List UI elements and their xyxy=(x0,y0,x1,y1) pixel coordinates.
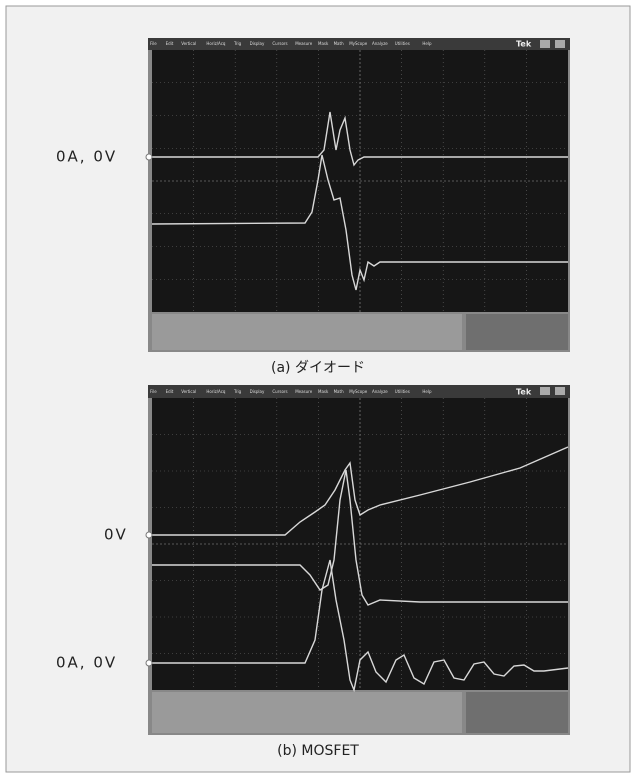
menu-item: Trig xyxy=(233,41,242,46)
menu-item: Cursors xyxy=(272,389,287,394)
menu-item: Edit xyxy=(166,41,174,46)
status-panel xyxy=(466,692,568,733)
level-label: 0V xyxy=(104,526,128,544)
marker xyxy=(146,660,152,666)
menu-item: Edit xyxy=(166,389,174,394)
menu-item: Help xyxy=(422,389,432,394)
menu-item: Trig xyxy=(233,389,242,394)
button xyxy=(540,387,550,395)
scope-b: File Edit Vertical Horiz/Acq Trig Display Curs… xyxy=(148,385,570,735)
menu-item: Vertical xyxy=(181,389,196,394)
menu-item: Math xyxy=(334,41,344,46)
button xyxy=(540,40,550,48)
scope-a: File Edit Vertical Horiz/Acq Trig Display Curs… xyxy=(148,38,570,352)
menu-item: Mask xyxy=(318,389,329,394)
brand: Tek xyxy=(516,388,532,397)
menu-item: File xyxy=(150,389,157,394)
menu-item: Analyze xyxy=(372,389,388,394)
menu-item: Mask xyxy=(318,41,329,46)
button xyxy=(555,387,565,395)
menu-item: MyScope xyxy=(349,389,368,394)
menu-item: Math xyxy=(334,389,344,394)
menu-item: Vertical xyxy=(181,41,196,46)
menu-item: Horiz/Acq xyxy=(206,389,226,394)
menu-item: File xyxy=(150,41,157,46)
status-panel xyxy=(466,314,568,350)
caption: (a) ダイオード xyxy=(271,360,365,376)
figure: File Edit Vertical Horiz/Acq Trig Display Curs… xyxy=(0,0,636,778)
menu-item: Display xyxy=(250,41,265,46)
button xyxy=(555,40,565,48)
menu-item: Analyze xyxy=(372,41,388,46)
menu-item: Help xyxy=(422,41,432,46)
menu-item: Measure xyxy=(295,41,313,46)
brand: Tek xyxy=(516,40,532,49)
menu-item: Cursors xyxy=(272,41,287,46)
menu-item: Measure xyxy=(295,389,313,394)
marker xyxy=(146,154,152,160)
page: File Edit Vertical Horiz/Acq Trig Display Curs… xyxy=(0,0,636,778)
marker xyxy=(146,532,152,538)
caption: (b) MOSFET xyxy=(277,743,359,759)
menu-item: Utilities xyxy=(395,41,410,46)
level-label: 0A, 0V xyxy=(56,148,117,166)
menu-item: Utilities xyxy=(395,389,410,394)
status-panel xyxy=(152,692,462,733)
menu-item: Display xyxy=(250,389,265,394)
status-panel xyxy=(152,314,462,350)
level-label: 0A, 0V xyxy=(56,654,117,672)
menu-item: MyScope xyxy=(349,41,368,46)
menu-item: Horiz/Acq xyxy=(206,41,226,46)
